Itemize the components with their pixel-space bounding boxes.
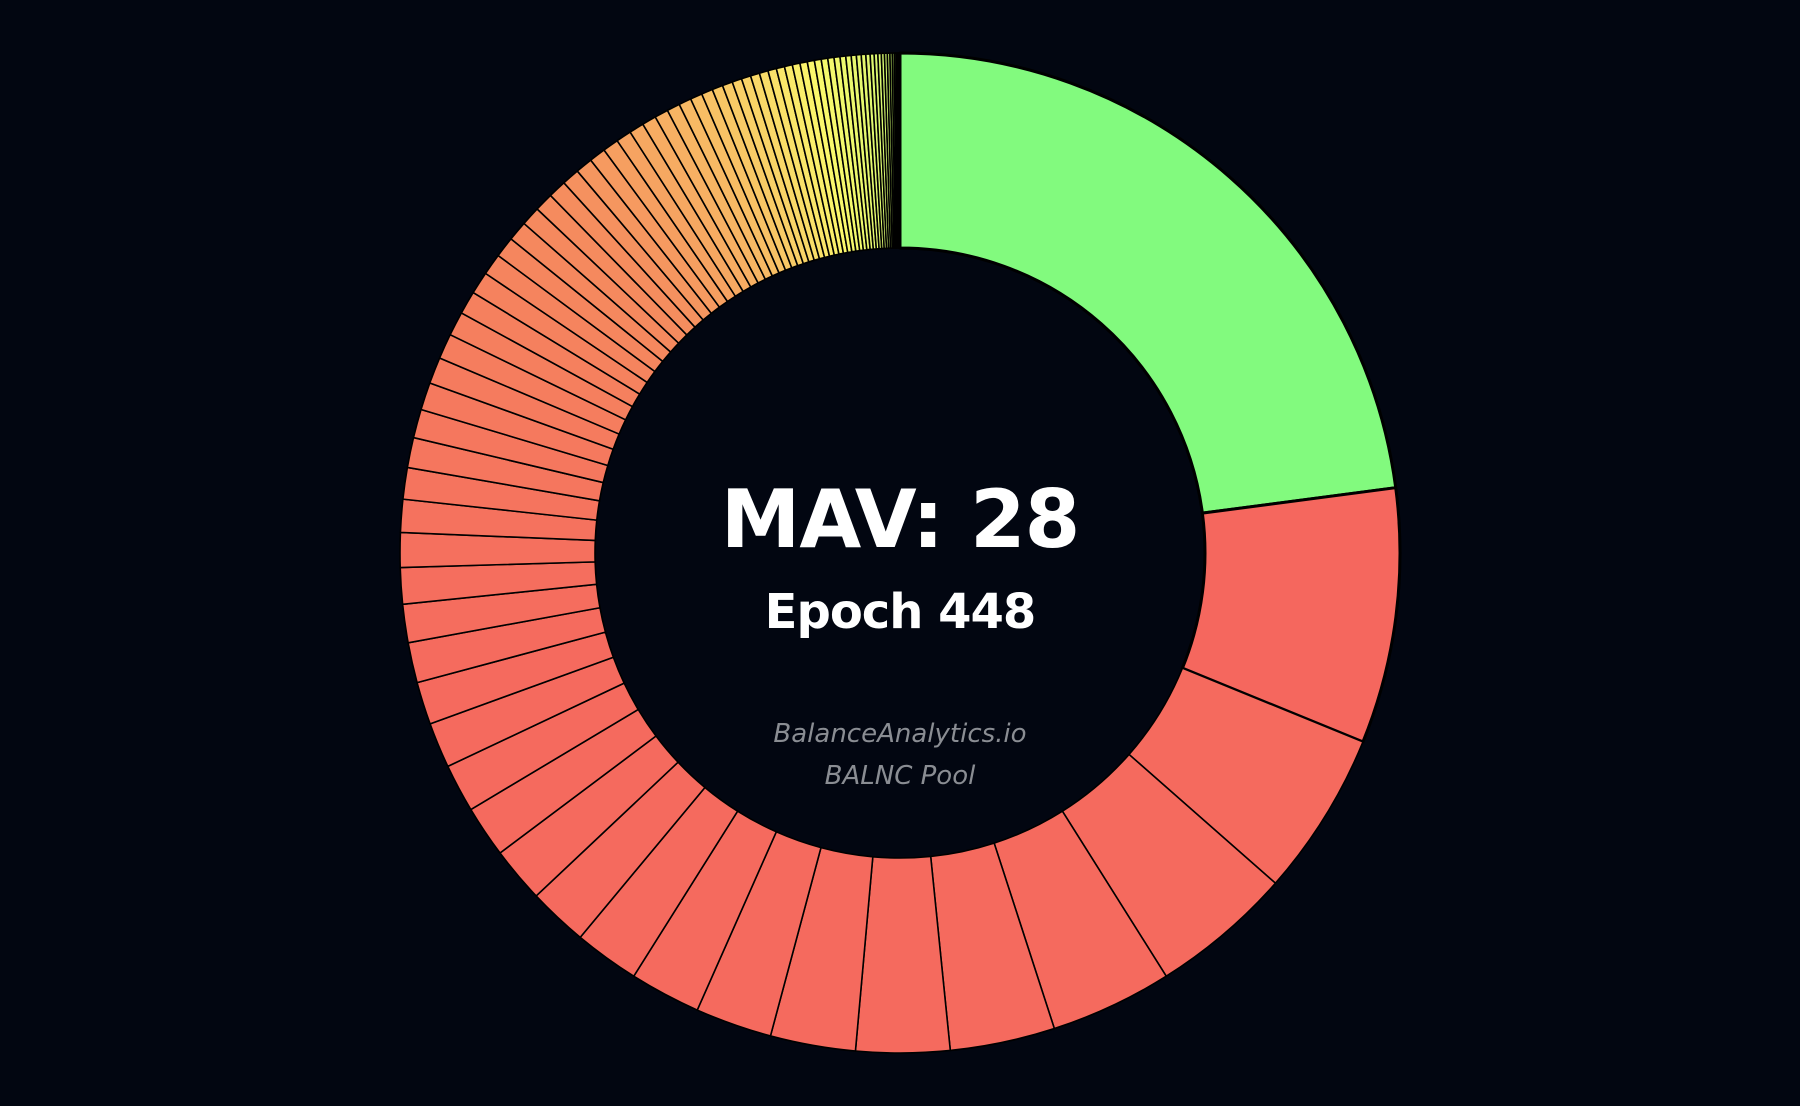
watermark-site: BalanceAnalytics.io (773, 719, 1027, 749)
chart-title: MAV: 28 (720, 473, 1081, 566)
watermark-pool: BALNC Pool (824, 761, 976, 791)
donut-slice-0 (898, 51, 1398, 515)
donut-slice-83 (898, 52, 901, 249)
chart-subtitle: Epoch 448 (764, 584, 1037, 640)
